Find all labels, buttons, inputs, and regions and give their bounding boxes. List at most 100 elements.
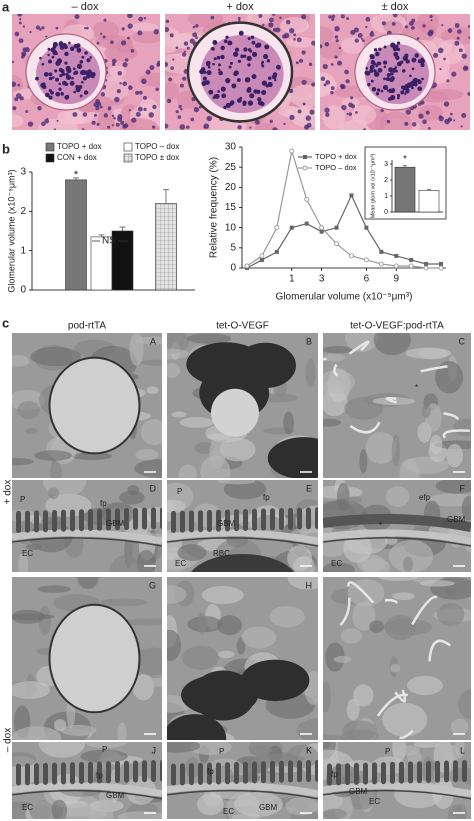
nucleus — [137, 106, 143, 112]
nucleus — [330, 63, 334, 66]
nucleus — [238, 19, 241, 22]
glom-nucleus — [402, 87, 406, 91]
glomerulus — [200, 35, 284, 113]
structure-label: P — [102, 745, 107, 754]
glom-nucleus — [376, 88, 381, 92]
nucleus — [206, 115, 212, 122]
foot-process — [252, 508, 257, 531]
foot-process — [61, 762, 66, 785]
glom-nucleus — [267, 81, 273, 88]
em-image: H — [167, 577, 318, 740]
structure-label: fp — [100, 499, 107, 508]
em-texture — [365, 431, 397, 464]
legend-swatch — [123, 142, 133, 152]
nucleus — [439, 67, 442, 71]
glom-nucleus — [236, 78, 241, 83]
membrane — [443, 411, 459, 420]
glom-nucleus — [232, 51, 239, 57]
glom-nucleus — [396, 47, 401, 52]
glom-nucleus — [413, 82, 418, 87]
nucleus — [15, 93, 22, 99]
membrane — [333, 363, 339, 377]
foot-process — [70, 762, 75, 785]
em-texture — [194, 442, 215, 454]
nucleus — [429, 14, 433, 19]
nucleus — [18, 17, 22, 21]
foot-process — [151, 760, 156, 783]
glom-nucleus — [369, 64, 375, 70]
glom-nucleus — [374, 71, 379, 77]
gbm — [12, 782, 162, 798]
nucleus — [468, 36, 470, 39]
nucleus — [122, 81, 128, 87]
nucleus — [350, 29, 356, 36]
histology-image — [12, 14, 160, 130]
em-texture — [171, 411, 187, 418]
y-tick-label: 0 — [384, 209, 388, 216]
em-texture — [391, 434, 401, 467]
glom-nucleus — [217, 90, 220, 93]
nucleus — [249, 126, 252, 129]
nucleus — [93, 113, 97, 117]
nucleus — [179, 124, 186, 130]
tubule — [351, 105, 377, 125]
nucleus — [121, 40, 127, 46]
em-texture — [323, 418, 342, 427]
em-texture — [219, 437, 256, 462]
nucleus — [309, 109, 315, 115]
marker — [259, 257, 264, 262]
nucleus — [381, 21, 387, 26]
glom-nucleus — [200, 67, 206, 72]
nucleus — [438, 115, 442, 119]
em-texture — [250, 744, 273, 756]
glom-nucleus — [247, 37, 251, 41]
legend-label: TOPO + dox — [315, 152, 357, 161]
em-texture — [134, 458, 162, 478]
structure-label: fp — [207, 767, 214, 776]
tubule — [98, 108, 115, 130]
glom-nucleus — [50, 47, 56, 53]
em-texture — [343, 534, 372, 564]
glom-nucleus — [73, 90, 76, 94]
em-texture — [12, 457, 34, 466]
glom-nucleus — [397, 96, 400, 100]
foot-process — [115, 508, 120, 531]
nucleus — [461, 53, 467, 59]
nucleus — [269, 119, 273, 124]
em-texture — [80, 749, 128, 763]
nucleus — [301, 79, 307, 85]
foot-process — [327, 763, 332, 786]
nucleus — [346, 17, 350, 20]
membrane — [347, 581, 375, 604]
em-image: C* — [323, 333, 471, 478]
foot-process — [417, 761, 422, 784]
structure-label: * — [415, 383, 418, 392]
membrane — [323, 357, 327, 361]
nucleus — [72, 112, 78, 117]
glom-nucleus — [421, 77, 424, 81]
marker — [334, 241, 339, 247]
foot-process — [106, 508, 111, 531]
foot-process — [315, 759, 318, 782]
foot-process — [180, 510, 185, 533]
glom-nucleus — [375, 64, 378, 68]
foot-process — [216, 762, 221, 785]
glom-nucleus — [365, 70, 371, 76]
marker — [408, 263, 414, 269]
glom-nucleus — [375, 51, 380, 57]
em-texture — [333, 655, 352, 663]
y-tick-label: 2 — [20, 206, 26, 217]
nucleus — [21, 55, 25, 59]
panel-letter: C — [459, 336, 466, 346]
nucleus — [149, 65, 155, 71]
legend-swatch — [45, 142, 55, 152]
glom-nucleus — [371, 87, 377, 92]
nucleus — [182, 76, 187, 81]
foot-process — [345, 763, 350, 786]
structure-label: * — [379, 521, 382, 530]
foot-process — [88, 761, 93, 784]
nucleus — [103, 113, 108, 118]
glom-nucleus — [81, 80, 84, 84]
nucleus — [17, 83, 21, 87]
nucleus — [301, 50, 306, 55]
